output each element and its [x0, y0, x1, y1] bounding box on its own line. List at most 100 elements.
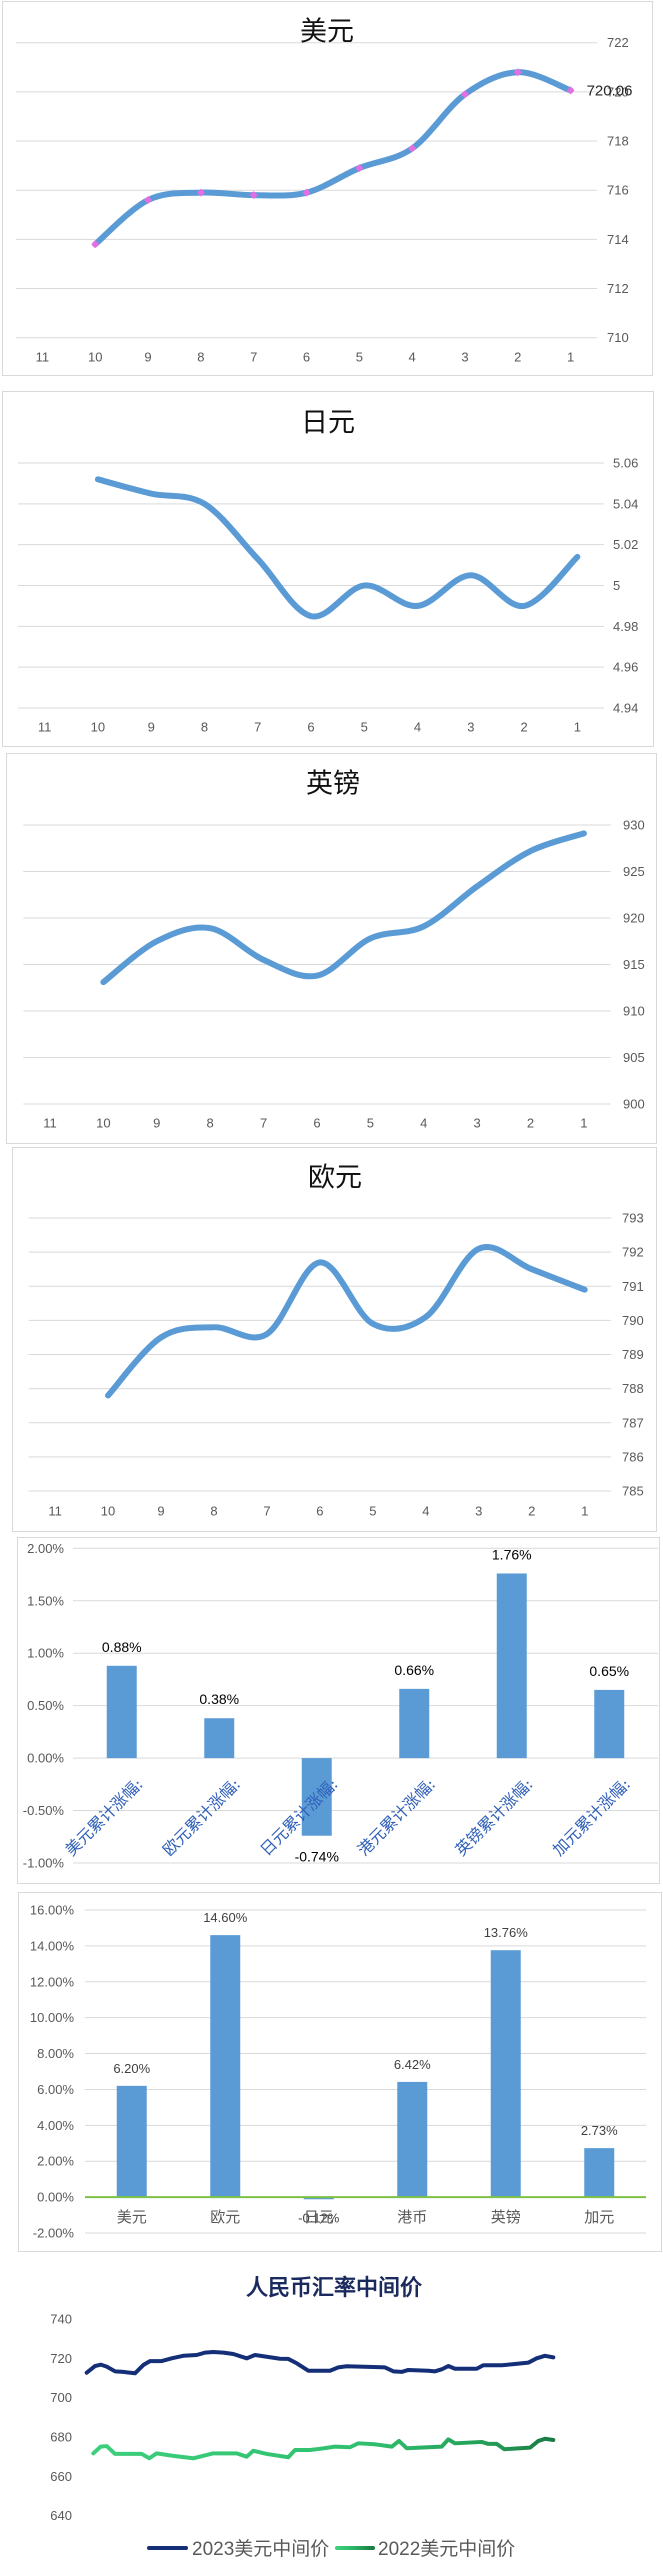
y-tick-label: 920: [623, 911, 645, 926]
y-tick-label: 905: [623, 1050, 645, 1065]
x-tick-label: 2: [527, 1116, 534, 1131]
x-axis: 11 10 9 8 7 6 5 4 3 2 1: [48, 1504, 588, 1519]
x-tick-label: 10: [91, 720, 105, 735]
y-tick-label: 16.00%: [30, 1903, 75, 1918]
x-axis: 11 10 9 8 7 6 5 4 3 2 1: [38, 720, 581, 735]
y-tick-label: 4.94: [613, 701, 638, 716]
y-tick-label: 2.00%: [37, 2154, 74, 2169]
x-tick-label: 5: [369, 1504, 376, 1519]
bar: [106, 1665, 137, 1759]
bar-value-label: 6.42%: [394, 2057, 431, 2072]
bar: [584, 2148, 615, 2198]
data-line: [100, 830, 587, 986]
gridlines: [85, 1909, 646, 2234]
x-tick-label: 2: [528, 1504, 535, 1519]
gridlines: [23, 824, 611, 1105]
y-tick-label: 1.00%: [27, 1646, 64, 1661]
chart-title: 日元: [301, 408, 355, 439]
chart-cumulative-change: 2.00% 1.50% 1.00% 0.50% 0.00% -0.50% -1.00% 0.8…: [17, 1537, 660, 1884]
x-tick-label: 4: [414, 720, 421, 735]
bars: [106, 1573, 625, 1836]
x-tick-label: 1: [580, 1116, 587, 1131]
y-tick-label: 5.02: [613, 537, 638, 552]
chart-annual-change: 16.00% 14.00% 12.00% 10.00% 8.00% 6.00% 4.00% 2…: [18, 1892, 662, 2252]
data-point-marker: [408, 144, 417, 153]
chart-cny-central-parity: 740 720 700 680 660 640 人民币汇率中间价 2023美元中间价 2022美…: [0, 2258, 663, 2576]
chart-title: 欧元: [308, 1163, 362, 1194]
x-tick-label: 6: [307, 720, 314, 735]
chart-jpy-plot: 5.06 5.04 5.02 5 4.98 4.96 4.94 日元 11 10 9 8 7 6 5 4 3 2 1: [18, 408, 638, 735]
data-point-marker: [302, 188, 311, 197]
chart-cumulative-change-plot: 2.00% 1.50% 1.00% 0.50% 0.00% -0.50% -1.00% 0.8…: [23, 1541, 658, 1871]
data-point-marker: [144, 196, 153, 205]
x-axis: 11 10 9 8 7 6 5 4 3 2 1: [36, 350, 575, 365]
x-category-label: 英镑累计涨幅:: [451, 1774, 536, 1859]
x-tick-label: 8: [201, 720, 208, 735]
legend-item[interactable]: 2022美元中间价: [335, 2538, 515, 2560]
bar-value-label: 0.66%: [394, 1662, 434, 1678]
x-tick-label: 11: [38, 720, 52, 735]
bar-value-label: 2.73%: [581, 2123, 618, 2138]
x-tick-label: 6: [313, 1116, 320, 1131]
bar: [301, 1758, 332, 1836]
x-tick-label: 7: [250, 350, 257, 365]
x-tick-label: 6: [303, 350, 310, 365]
chart-cny-central-parity-plot: 740 720 700 680 660 640 人民币汇率中间价 2023美元中间价 2022美…: [50, 2275, 556, 2560]
x-tick-label: 5: [367, 1116, 374, 1131]
y-tick-label: 700: [50, 2390, 72, 2405]
y-tick-label: 722: [607, 35, 629, 50]
x-axis: 11 10 9 8 7 6 5 4 3 2 1: [43, 1116, 587, 1131]
legend-label: 2023美元中间价: [192, 2538, 329, 2560]
y-tick-label: 680: [50, 2430, 72, 2445]
data-line: [105, 1244, 588, 1399]
y-tick-label: 785: [622, 1484, 644, 1499]
data-line: [94, 476, 581, 620]
chart-eur-plot: 793 792 791 790 789 788 787 786 785 欧元 11 10 9 8 7 6 5 4 3…: [28, 1163, 644, 1519]
x-tick-label: 10: [88, 350, 102, 365]
y-tick-label: 8.00%: [37, 2046, 74, 2061]
chart-eur: 793 792 791 790 789 788 787 786 785 欧元 11 10 9 8 7 6 5 4 3…: [12, 1147, 657, 1532]
y-tick-label: 925: [623, 864, 645, 879]
y-axis: 16.00% 14.00% 12.00% 10.00% 8.00% 6.00% 4.00% 2…: [30, 1903, 75, 2241]
x-tick-label: 9: [157, 1504, 164, 1519]
y-tick-label: 0.00%: [37, 2190, 74, 2205]
x-tick-label: 3: [474, 1116, 481, 1131]
series-line: [91, 2436, 556, 2461]
chart-gbp: 930 925 920 915 910 905 900 英镑 11 10 9 8 7 6 5 4 3 2 1: [6, 753, 657, 1144]
bar-value-label: 0.38%: [199, 1691, 239, 1707]
y-tick-label: 640: [50, 2508, 72, 2523]
data-point-marker: [566, 86, 575, 95]
y-tick-label: 0.00%: [27, 1751, 64, 1766]
x-category-label: 日元: [304, 2209, 334, 2226]
chart-usd: 722 720 718 716 714 712 710 美元 11 10 9 8 7 6 5 4 3 2 1 720.…: [2, 1, 653, 376]
x-tick-label: 2: [520, 720, 527, 735]
x-tick-label: 8: [210, 1504, 217, 1519]
x-tick-label: 1: [574, 720, 581, 735]
gridlines: [16, 42, 597, 339]
gridlines: [73, 1547, 658, 1864]
y-tick-label: 710: [607, 330, 629, 345]
data-line: [92, 69, 574, 248]
y-axis: 2.00% 1.50% 1.00% 0.50% 0.00% -0.50% -1.00%: [23, 1541, 65, 1871]
bar-value-label: 13.76%: [484, 1925, 529, 1940]
bar: [116, 2085, 147, 2198]
y-axis: 722 720 718 716 714 712 710: [607, 35, 629, 345]
data-point-marker: [196, 188, 205, 197]
y-tick-label: 5.04: [613, 496, 638, 511]
legend-item[interactable]: 2023美元中间价: [147, 2538, 329, 2560]
x-tick-label: 9: [148, 720, 155, 735]
data-point-marker: [91, 240, 100, 249]
chart-title: 英镑: [306, 769, 360, 800]
data-label: 720.06: [587, 82, 633, 99]
bars: [116, 1935, 615, 2200]
x-tick-label: 1: [567, 350, 574, 365]
bar-value-label: 6.20%: [113, 2061, 150, 2076]
y-tick-label: 5.06: [613, 456, 638, 471]
bar-value-label: 0.65%: [589, 1663, 629, 1679]
data-point-marker: [513, 68, 522, 77]
data-point-marker: [249, 191, 258, 200]
y-tick-label: 10.00%: [30, 2010, 75, 2025]
bar-value-label: 14.60%: [203, 1910, 248, 1925]
bar: [204, 1718, 235, 1759]
bar-value-label: -0.74%: [295, 1849, 339, 1865]
